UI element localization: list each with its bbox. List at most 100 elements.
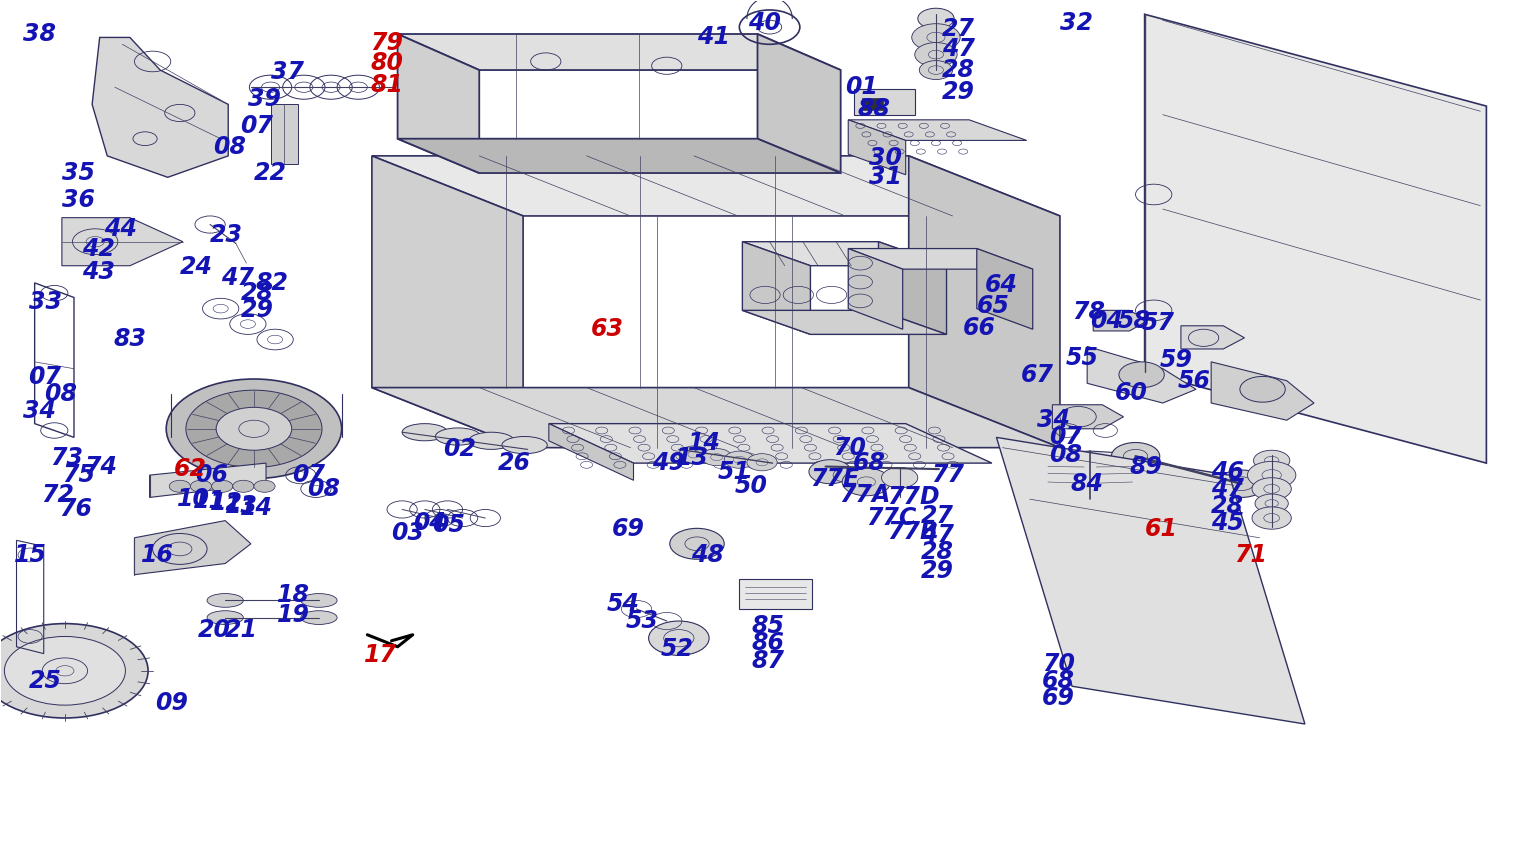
Polygon shape — [548, 424, 633, 480]
Text: 46: 46 — [1210, 460, 1244, 484]
Text: 16: 16 — [141, 543, 174, 567]
Circle shape — [1253, 450, 1289, 471]
Text: 72: 72 — [41, 483, 74, 507]
Text: 39: 39 — [248, 87, 280, 111]
Polygon shape — [848, 120, 1027, 140]
Bar — [862, 97, 883, 109]
Bar — [739, 579, 812, 609]
Polygon shape — [135, 521, 251, 574]
Circle shape — [1239, 376, 1285, 402]
Text: 06: 06 — [195, 463, 227, 487]
Text: 07: 07 — [292, 463, 324, 487]
Text: 25: 25 — [29, 669, 62, 693]
Polygon shape — [397, 34, 841, 70]
Ellipse shape — [435, 428, 480, 445]
Text: 50: 50 — [735, 474, 768, 499]
Circle shape — [915, 42, 957, 66]
Text: 32: 32 — [1060, 11, 1092, 34]
Polygon shape — [397, 139, 841, 173]
Text: 07: 07 — [241, 114, 273, 138]
Text: 87: 87 — [751, 648, 785, 672]
Circle shape — [809, 460, 851, 484]
Text: 77C: 77C — [867, 506, 917, 530]
Circle shape — [191, 480, 212, 492]
Text: 07: 07 — [29, 365, 62, 389]
Text: 47: 47 — [221, 266, 253, 290]
Circle shape — [1120, 362, 1165, 387]
Text: 77B: 77B — [888, 520, 939, 544]
Text: 10: 10 — [177, 487, 209, 511]
Text: 42: 42 — [82, 237, 115, 261]
Ellipse shape — [501, 437, 547, 454]
Text: 14: 14 — [241, 496, 273, 520]
Text: 30: 30 — [870, 146, 903, 170]
Text: 41: 41 — [697, 26, 730, 49]
Text: 21: 21 — [226, 617, 258, 641]
Text: 51: 51 — [718, 460, 751, 484]
Text: 62: 62 — [174, 457, 206, 481]
Polygon shape — [1053, 405, 1124, 429]
Text: 73: 73 — [50, 446, 83, 470]
Text: 63: 63 — [591, 317, 624, 341]
Bar — [271, 104, 298, 164]
Text: 74: 74 — [85, 455, 118, 479]
Text: 09: 09 — [156, 691, 189, 715]
Polygon shape — [758, 34, 841, 173]
Text: 34: 34 — [23, 399, 56, 423]
Polygon shape — [848, 249, 903, 329]
Circle shape — [679, 446, 709, 463]
Text: 07: 07 — [1050, 425, 1082, 449]
Text: 88: 88 — [857, 96, 891, 121]
Text: 61: 61 — [1145, 517, 1177, 542]
Text: 13: 13 — [226, 494, 258, 518]
Circle shape — [701, 449, 732, 466]
Text: 81: 81 — [370, 73, 403, 97]
Text: 18: 18 — [277, 583, 309, 607]
Text: 77E: 77E — [811, 467, 859, 491]
Text: 69: 69 — [612, 517, 645, 542]
Text: 49: 49 — [651, 451, 685, 475]
Circle shape — [255, 480, 276, 492]
Text: 75: 75 — [62, 463, 95, 487]
Text: 03: 03 — [391, 522, 424, 546]
Text: 65: 65 — [977, 294, 1011, 318]
Polygon shape — [742, 242, 811, 334]
Polygon shape — [397, 34, 479, 173]
Circle shape — [5, 636, 126, 705]
Text: 26: 26 — [497, 451, 530, 475]
Text: 28: 28 — [1210, 494, 1244, 518]
Text: 36: 36 — [62, 189, 95, 213]
Text: 05: 05 — [432, 513, 465, 537]
Polygon shape — [1210, 362, 1314, 420]
Polygon shape — [371, 387, 1060, 448]
Bar — [854, 89, 915, 115]
Text: 77D: 77D — [888, 486, 941, 510]
Text: 64: 64 — [985, 273, 1018, 296]
Polygon shape — [371, 156, 523, 448]
Circle shape — [217, 407, 292, 450]
Text: 04: 04 — [412, 511, 445, 536]
Text: 84: 84 — [1071, 472, 1103, 496]
Text: 35: 35 — [62, 161, 95, 185]
Polygon shape — [371, 156, 1060, 216]
Text: 23: 23 — [211, 223, 242, 247]
Text: 40: 40 — [748, 11, 782, 34]
Circle shape — [1247, 461, 1295, 489]
Circle shape — [882, 468, 918, 488]
Text: 77: 77 — [932, 463, 965, 487]
Text: 24: 24 — [180, 256, 212, 280]
Circle shape — [1251, 478, 1291, 500]
Circle shape — [170, 480, 191, 492]
Text: 66: 66 — [964, 315, 997, 339]
Text: 27: 27 — [921, 505, 954, 529]
Text: 11: 11 — [194, 489, 226, 513]
Text: 33: 33 — [29, 290, 62, 313]
Polygon shape — [848, 120, 906, 175]
Text: 31: 31 — [870, 165, 903, 189]
Polygon shape — [1088, 346, 1195, 403]
Text: 83: 83 — [114, 326, 147, 350]
Circle shape — [233, 480, 255, 492]
Circle shape — [186, 390, 323, 468]
Text: 85: 85 — [751, 614, 785, 638]
Text: 45: 45 — [1210, 511, 1244, 536]
